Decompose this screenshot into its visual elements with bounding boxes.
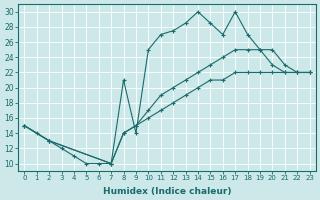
X-axis label: Humidex (Indice chaleur): Humidex (Indice chaleur) (103, 187, 231, 196)
